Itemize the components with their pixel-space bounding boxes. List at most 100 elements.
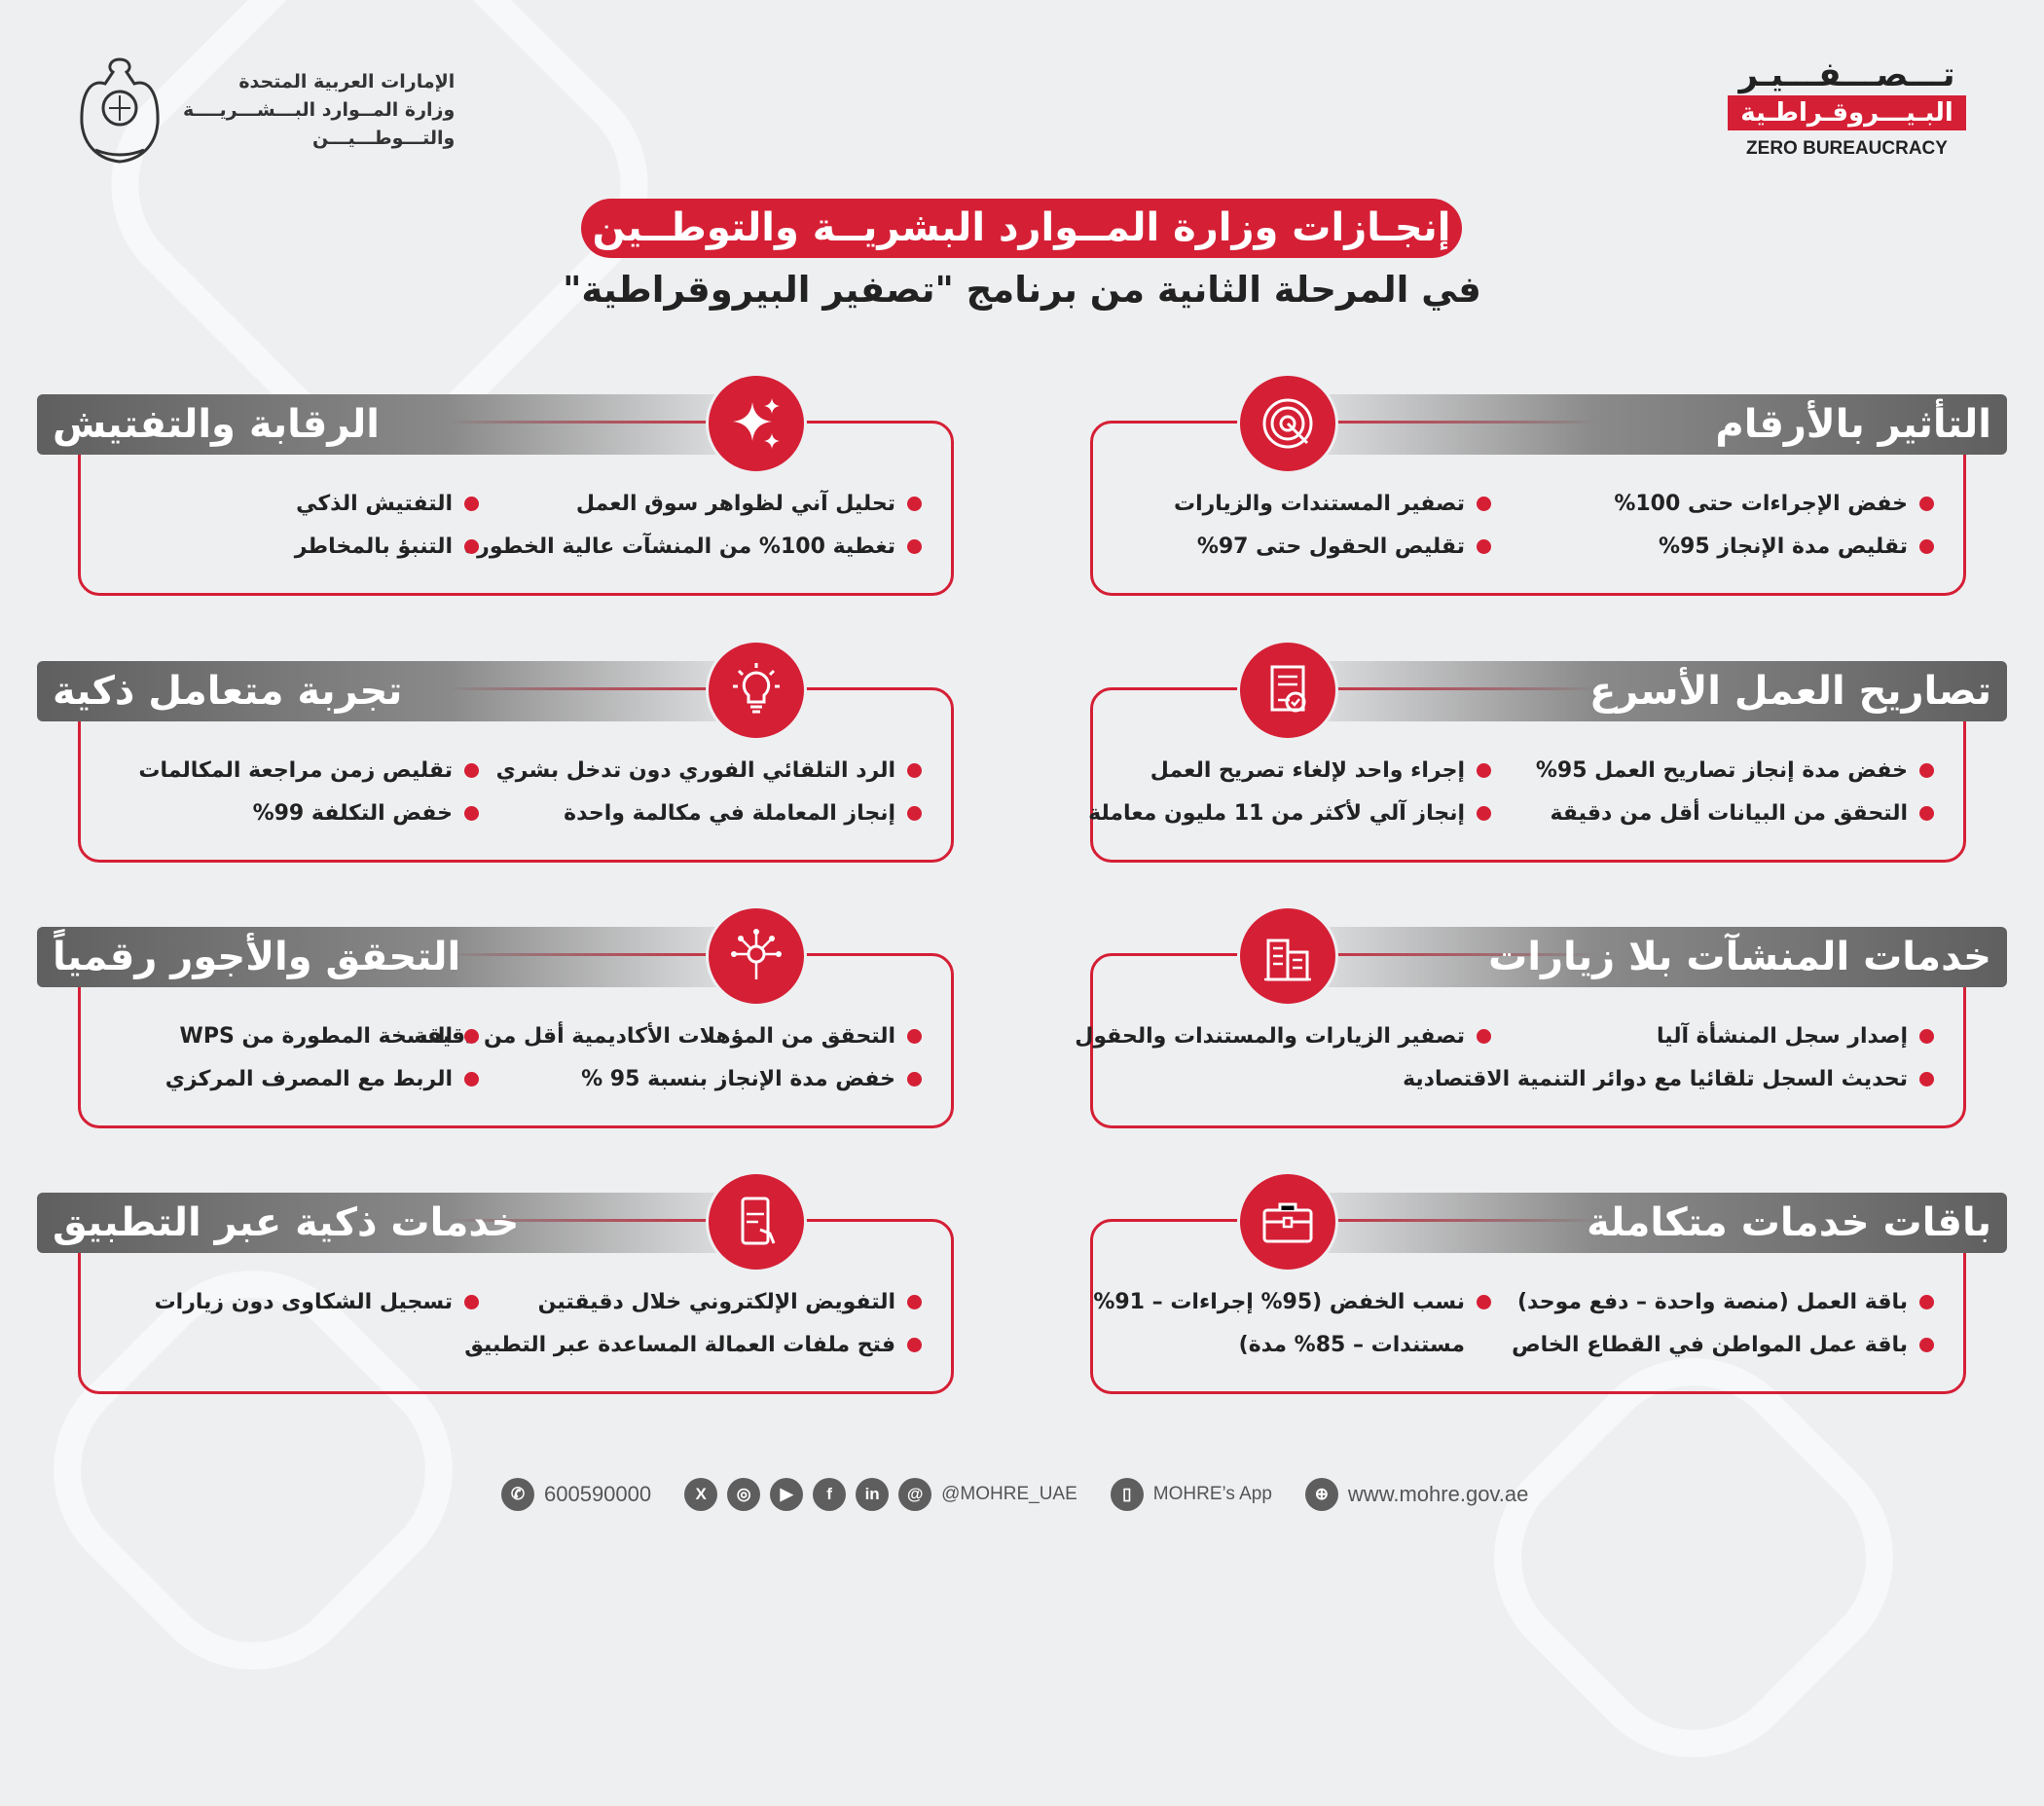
logo-line-2: البـيـــروقـراطـية — [1728, 95, 1966, 130]
youtube-icon[interactable]: ▶ — [770, 1478, 804, 1511]
footer: ✆ 600590000 X ◎ ▶ f in @ @MOHRE_UAE ▯ MO… — [501, 1478, 1551, 1511]
card-bullet-text: التنبؤ بالمخاطر — [294, 534, 453, 559]
bullet-dot-icon — [464, 1295, 479, 1309]
achievement-card: تجربة متعامل ذكية الرد التلقائي الفوري د… — [37, 640, 954, 863]
card-bullet-text: التحقق من المؤهلات الأكاديمية أقل من دقي… — [414, 1024, 895, 1049]
card-bullet-text: خفض مدة الإنجاز بنسبة 95 % — [581, 1067, 895, 1091]
card-bullet-item: تصفير الزيارات والمستندات والحقول — [1075, 1024, 1491, 1049]
page-subtitle: في المرحلة الثانية من برنامج "تصفير البي… — [563, 269, 1481, 311]
card-bullet-item: التحقق من المؤهلات الأكاديمية أقل من دقي… — [414, 1024, 922, 1049]
mobile-app-icon — [741, 1197, 776, 1245]
card-bullet-item: باقة عمل المواطن في القطاع الخاص — [1512, 1333, 1934, 1357]
website-link[interactable]: www.mohre.gov.ae — [1347, 1482, 1529, 1506]
card-bullet-text: إنجاز المعاملة في مكالمة واحدة — [564, 801, 895, 826]
card-bullet-item: خفض مدة الإنجاز بنسبة 95 % — [581, 1067, 922, 1091]
card-bullet-item: فتح ملفات العمالة المساعدة عبر التطبيق — [464, 1333, 922, 1357]
bullet-dot-icon — [1477, 763, 1491, 778]
instagram-icon[interactable]: ◎ — [727, 1478, 761, 1511]
document-check-icon — [1270, 665, 1306, 713]
logo-line-1: تـــصـــفـــيـر — [1738, 55, 1955, 94]
achievement-card: خدمات المنشآت بلا زيارات إصدار سجل المنش… — [1075, 905, 2007, 1128]
card-bullet-item: التفتيش الذكي — [296, 492, 479, 516]
card-bullet-text: التفويض الإلكتروني خلال دقيقتين — [537, 1290, 895, 1314]
social-handle[interactable]: @MOHRE_UAE — [941, 1484, 1077, 1504]
card-bullet-text: إنجاز آلي لأكثر من 11 مليون معاملة — [1088, 801, 1465, 826]
card-title-bar: خدمات ذكية عبر التطبيق — [37, 1193, 785, 1253]
card-bullet-item: خفض الإجراءات حتى 100% — [1614, 492, 1934, 516]
card-bullet-text: باقة عمل المواطن في القطاع الخاص — [1512, 1333, 1908, 1357]
card-bullet-item: إنجاز آلي لأكثر من 11 مليون معاملة — [1088, 801, 1491, 826]
bullet-dot-icon — [1919, 1029, 1934, 1044]
bullet-dot-icon — [1477, 497, 1491, 511]
bullet-dot-icon — [464, 497, 479, 511]
bullet-dot-icon — [907, 1029, 922, 1044]
ministry-line-2: وزارة المــوارد البـــشـــريــــة — [183, 99, 456, 121]
zero-bureaucracy-logo: تـــصـــفـــيـر البـيـــروقـراطـية ZERO … — [1728, 55, 1966, 160]
card-bullet-item: التنبؤ بالمخاطر — [295, 534, 479, 559]
page-title: إنجـازات وزارة المــوارد البشريــة والتو… — [581, 199, 1462, 258]
card-title: خدمات المنشآت بلا زيارات — [1488, 935, 1991, 979]
card-icon-circle — [706, 905, 807, 1007]
card-bullet-text: تغطية 100% من المنشآت عالية الخطورة — [464, 534, 895, 559]
card-bullet-text: تقليص زمن مراجعة المكالمات — [138, 758, 453, 783]
bullet-dot-icon — [1477, 806, 1491, 821]
card-bullet-text: إصدار سجل المنشأة آليا — [1656, 1024, 1908, 1049]
x-icon[interactable]: X — [684, 1478, 718, 1511]
digital-touch-icon — [731, 929, 782, 979]
card-bullet-item: خفض التكلفة 99% — [253, 801, 479, 826]
card-bullet-item: إنجاز المعاملة في مكالمة واحدة — [564, 801, 922, 826]
card-bullet-item: الرد التلقائي الفوري دون تدخل بشري — [496, 758, 922, 783]
bullet-dot-icon — [907, 497, 922, 511]
card-title: التأثير بالأرقام — [1715, 402, 1991, 447]
mobile-app-icon: ▯ — [1110, 1478, 1144, 1511]
bullet-dot-icon — [1477, 539, 1491, 554]
bullet-dot-icon — [907, 1072, 922, 1087]
card-bullet-text: باقة العمل (منصة واحدة – دفع موحد) — [1516, 1290, 1908, 1314]
facebook-icon[interactable]: f — [813, 1478, 847, 1511]
card-icon-circle — [1237, 373, 1338, 474]
card-bullet-text: إجراء واحد لإلغاء تصريح العمل — [1150, 758, 1465, 783]
card-bullet-text: النسخة المطورة من WPS — [179, 1024, 453, 1049]
achievement-card: باقات خدمات متكاملة باقة العمل (منصة واح… — [1090, 1171, 2007, 1394]
bullet-dot-icon — [1919, 806, 1934, 821]
card-bullet-text: تصفير المستندات والزيارات — [1173, 492, 1465, 516]
card-bullet-item: تقليص مدة الإنجاز 95% — [1659, 534, 1934, 559]
card-title: تجربة متعامل ذكية — [53, 669, 403, 714]
card-bullet-text: تسجيل الشكاوى دون زيارات — [154, 1290, 453, 1314]
achievement-card: التحقق والأجور رقمياً التحقق من المؤهلات… — [37, 905, 954, 1128]
card-bullet-text: فتح ملفات العمالة المساعدة عبر التطبيق — [464, 1333, 895, 1357]
card-bullet-item: تسجيل الشكاوى دون زيارات — [155, 1290, 479, 1314]
uae-emblem-icon — [80, 57, 160, 164]
briefcase-icon — [1262, 1202, 1313, 1243]
bullet-dot-icon — [1919, 1338, 1934, 1352]
target-icon — [1262, 398, 1313, 449]
bullet-dot-icon — [907, 763, 922, 778]
card-icon-circle — [706, 640, 807, 741]
phone-number[interactable]: 600590000 — [544, 1482, 652, 1506]
bullet-dot-icon — [1919, 1295, 1934, 1309]
ministry-line-1: الإمارات العربية المتحدة — [238, 71, 456, 92]
card-bullet-text: خفض مدة إنجاز تصاريح العمل 95% — [1535, 758, 1908, 783]
linkedin-icon[interactable]: in — [856, 1478, 890, 1511]
card-bullet-text: تحديث السجل تلقائيا مع دوائر التنمية الا… — [1403, 1067, 1908, 1091]
bullet-dot-icon — [464, 806, 479, 821]
card-title-bar: التأثير بالأرقام — [1259, 394, 2007, 455]
card-bullet-item: تغطية 100% من المنشآت عالية الخطورة — [464, 534, 922, 559]
buildings-icon — [1264, 939, 1311, 981]
phone-icon: ✆ — [501, 1478, 534, 1511]
achievement-card: الرقابة والتفتيش تحليل آني لظواهر سوق ال… — [37, 373, 954, 596]
card-bullet-item: تقليص زمن مراجعة المكالمات — [138, 758, 479, 783]
card-bullet-text: تقليص مدة الإنجاز 95% — [1659, 534, 1908, 559]
card-title-bar: خدمات المنشآت بلا زيارات — [1259, 927, 2007, 987]
app-name[interactable]: MOHRE’s App — [1152, 1484, 1272, 1504]
card-bullet-text: الرد التلقائي الفوري دون تدخل بشري — [495, 758, 895, 783]
bullet-dot-icon — [1477, 1029, 1491, 1044]
card-bullet-text: التحقق من البيانات أقل من دقيقة — [1550, 801, 1908, 826]
logo-line-3: ZERO BUREAUCRACY — [1746, 138, 1948, 159]
achievement-card: خدمات ذكية عبر التطبيق التفويض الإلكترون… — [37, 1171, 954, 1394]
card-icon-circle — [706, 373, 807, 474]
sparkle-icon — [733, 398, 780, 449]
card-icon-circle — [1237, 905, 1338, 1007]
card-bullet-item: إصدار سجل المنشأة آليا — [1657, 1024, 1934, 1049]
threads-icon[interactable]: @ — [898, 1478, 932, 1511]
